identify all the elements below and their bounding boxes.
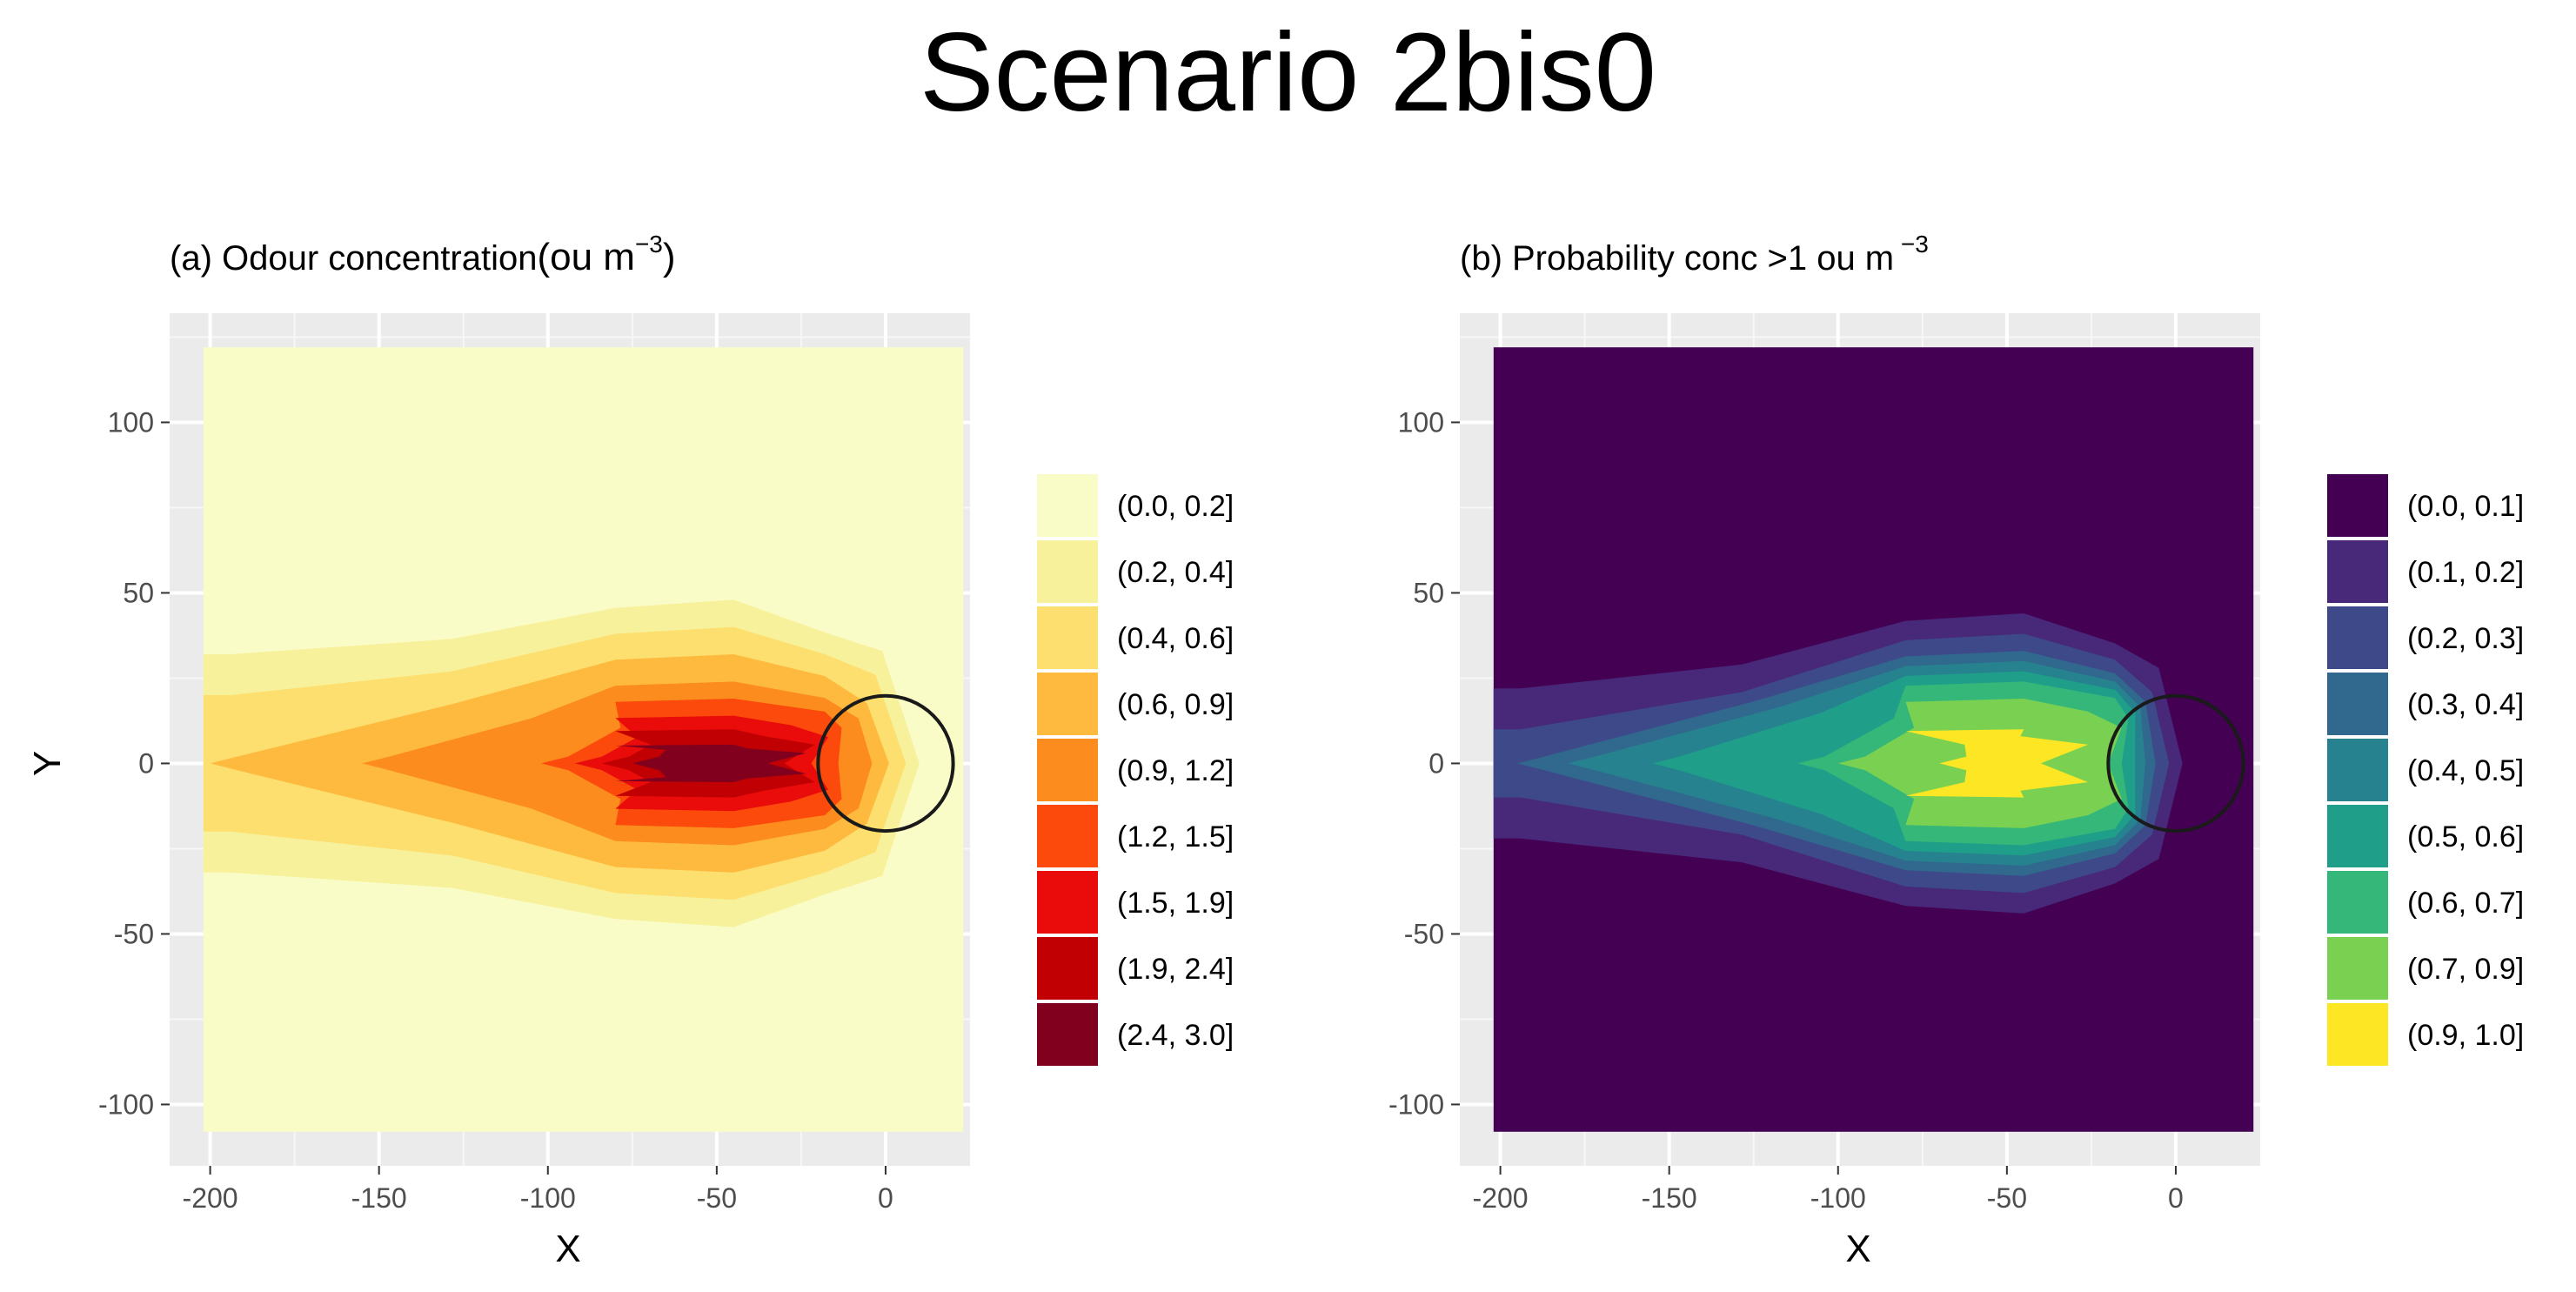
legend-label: (0.0, 0.1]: [2407, 490, 2524, 523]
x-tick-label: -150: [351, 1182, 407, 1214]
legend-swatch: [2327, 805, 2388, 867]
legend-swatch: [1037, 540, 1098, 603]
subtitle-close: ): [663, 236, 676, 278]
x-tick-label: -200: [1473, 1182, 1529, 1214]
y-tick-label: 50: [123, 577, 154, 608]
contour-level-8: [615, 744, 806, 782]
legend-swatch: [2327, 606, 2388, 669]
legend-swatch: [1037, 805, 1098, 867]
y-axis-label: Y: [26, 751, 69, 776]
y-tick-label: 100: [108, 406, 154, 438]
subtitle-exponent: −3: [1894, 231, 1929, 258]
source-circle: [816, 693, 955, 833]
legend: (0.0, 0.1] (0.1, 0.2] (0.2, 0.3] (0.3, 0.4]…: [2327, 474, 2524, 1066]
legend-swatch: [1037, 474, 1098, 537]
y-tick-label: -100: [98, 1088, 154, 1120]
panel-subtitle: (b) Probability conc >1 ou m −3: [1460, 231, 1929, 278]
source-circle: [2106, 693, 2245, 833]
legend-swatch: [2327, 474, 2388, 537]
legend-label: (0.1, 0.2]: [2407, 556, 2524, 589]
legend-swatch: [2327, 673, 2388, 735]
legend-label: (0.9, 1.2]: [1117, 754, 1234, 787]
legend-label: (1.5, 1.9]: [1117, 887, 1234, 920]
legend-label: (0.3, 0.4]: [2407, 688, 2524, 721]
legend-label: (1.2, 1.5]: [1117, 820, 1234, 854]
legend-label: (0.2, 0.3]: [2407, 622, 2524, 655]
panel-subtitle: (a) Odour concentration(ou m−3): [170, 231, 676, 278]
contour-level-8: [1905, 729, 2088, 798]
legend-swatch: [1037, 606, 1098, 669]
legend: (0.0, 0.2] (0.2, 0.4] (0.4, 0.6] (0.6, 0.9]…: [1037, 474, 1234, 1066]
y-tick-label: -50: [1404, 918, 1444, 949]
legend-swatch: [2327, 739, 2388, 801]
legend-label: (0.9, 1.0]: [2407, 1019, 2524, 1052]
legend-swatch: [1037, 673, 1098, 735]
y-tick-label: 50: [1413, 577, 1444, 608]
legend-swatch: [1037, 871, 1098, 934]
legend-label: (2.4, 3.0]: [1117, 1019, 1234, 1052]
figure-title: Scenario 2bis0: [920, 10, 1656, 135]
legend-swatch: [2327, 871, 2388, 934]
legend-swatch: [2327, 1003, 2388, 1066]
legend-swatch: [1037, 739, 1098, 801]
legend-label: (1.9, 2.4]: [1117, 953, 1234, 986]
panel-b: -200 -150 -100 -50 0 -100 -50 0 50 100 X (b) Probab…: [1388, 231, 2524, 1270]
y-tick-label: 0: [138, 747, 154, 779]
legend-swatch: [1037, 937, 1098, 1000]
x-tick-label: -200: [183, 1182, 238, 1214]
legend-label: (0.7, 0.9]: [2407, 953, 2524, 986]
legend-swatch: [2327, 540, 2388, 603]
legend-label: (0.5, 0.6]: [2407, 820, 2524, 854]
subtitle-text: (b) Probability conc >1 ou m: [1460, 239, 1894, 278]
panel-a: -200 -150 -100 -50 0 -100 -50 0 50 100 X Y (a) Odour…: [26, 231, 1234, 1270]
x-tick-label: -100: [520, 1182, 576, 1214]
legend-swatch: [2327, 937, 2388, 1000]
y-tick-label: 0: [1429, 747, 1444, 779]
x-tick-label: 0: [878, 1182, 893, 1214]
x-axis-label: X: [555, 1228, 580, 1270]
legend-label: (0.0, 0.2]: [1117, 490, 1234, 523]
legend-label: (0.2, 0.4]: [1117, 556, 1234, 589]
x-tick-label: -150: [1642, 1182, 1697, 1214]
y-tick-label: -100: [1388, 1088, 1444, 1120]
y-tick-label: -50: [114, 918, 154, 949]
x-tick-label: 0: [2168, 1182, 2184, 1214]
legend-label: (0.4, 0.6]: [1117, 622, 1234, 655]
subtitle-exponent: −3: [635, 231, 663, 258]
legend-label: (0.6, 0.9]: [1117, 688, 1234, 721]
legend-label: (0.6, 0.7]: [2407, 887, 2524, 920]
x-tick-label: -50: [1987, 1182, 2027, 1214]
legend-swatch: [1037, 1003, 1098, 1066]
x-tick-label: -50: [697, 1182, 737, 1214]
x-tick-label: -100: [1810, 1182, 1866, 1214]
legend-label: (0.4, 0.5]: [2407, 754, 2524, 787]
x-axis-label: X: [1845, 1228, 1870, 1270]
subtitle-unit: (ou m: [537, 236, 634, 278]
subtitle-text: (a) Odour concentration: [170, 239, 537, 278]
y-tick-label: 100: [1398, 406, 1444, 438]
